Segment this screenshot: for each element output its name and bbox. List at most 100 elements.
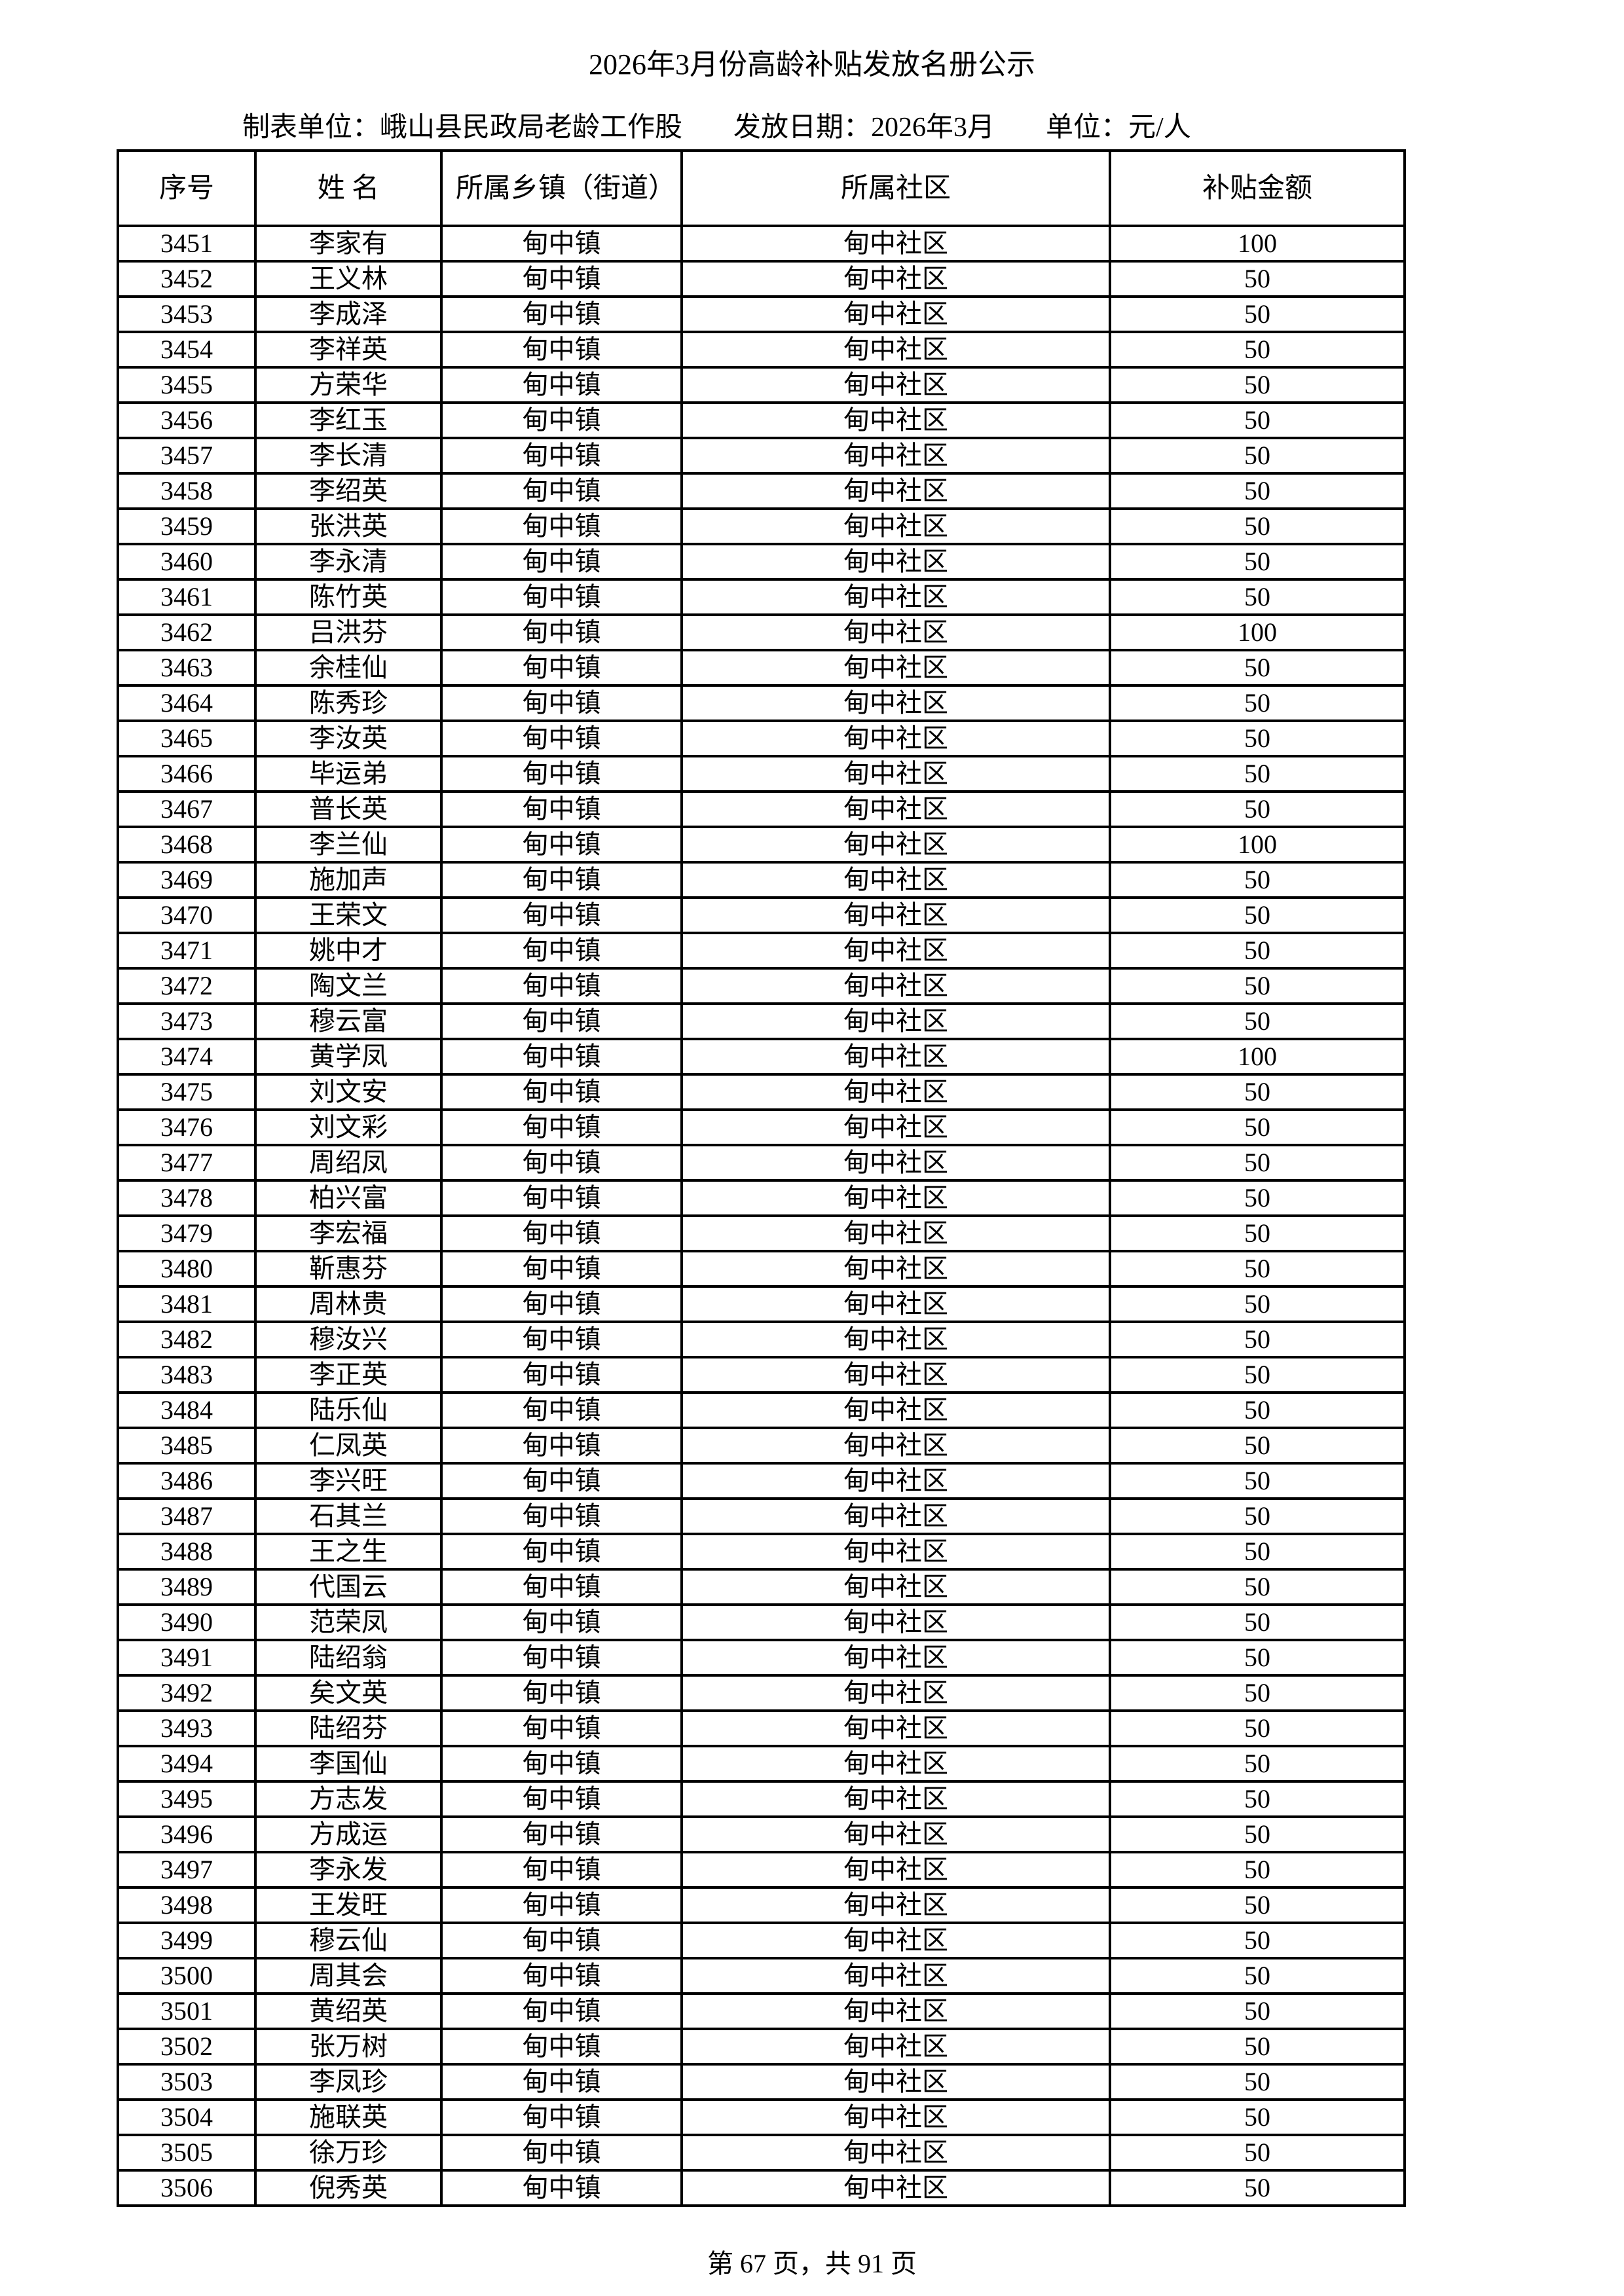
amount-cell: 50 bbox=[1109, 1002, 1406, 1040]
table-row: 3481 周林贵 甸中镇 甸中社区 50 bbox=[117, 1285, 1406, 1323]
town-cell: 甸中镇 bbox=[440, 578, 683, 616]
name-cell: 李红玉 bbox=[254, 401, 443, 439]
serial-cell: 3496 bbox=[117, 1815, 257, 1853]
name-cell: 方荣华 bbox=[254, 366, 443, 404]
name-cell: 王发旺 bbox=[254, 1886, 443, 1924]
town-cell: 甸中镇 bbox=[440, 1780, 683, 1818]
name-cell: 张万树 bbox=[254, 2028, 443, 2066]
town-cell: 甸中镇 bbox=[440, 543, 683, 581]
name-cell: 姚中才 bbox=[254, 932, 443, 970]
town-cell: 甸中镇 bbox=[440, 331, 683, 369]
town-cell: 甸中镇 bbox=[440, 896, 683, 934]
table-row: 3469 施加声 甸中镇 甸中社区 50 bbox=[117, 861, 1406, 899]
serial-cell: 3498 bbox=[117, 1886, 257, 1924]
name-cell: 周林贵 bbox=[254, 1285, 443, 1323]
name-cell: 施加声 bbox=[254, 861, 443, 899]
amount-cell: 50 bbox=[1109, 366, 1406, 404]
issuing-unit: 制表单位：峨山县民政局老龄工作股 bbox=[242, 113, 683, 143]
town-cell: 甸中镇 bbox=[440, 790, 683, 828]
community-cell: 甸中社区 bbox=[680, 2169, 1111, 2207]
community-cell: 甸中社区 bbox=[680, 1851, 1111, 1889]
community-cell: 甸中社区 bbox=[680, 472, 1111, 510]
community-cell: 甸中社区 bbox=[680, 861, 1111, 899]
page-number: 第 67 页，共 91 页 bbox=[707, 2249, 917, 2278]
amount-cell: 50 bbox=[1109, 1957, 1406, 1995]
amount-cell: 50 bbox=[1109, 720, 1406, 757]
serial-cell: 3472 bbox=[117, 967, 257, 1005]
town-cell: 甸中镇 bbox=[440, 2098, 683, 2136]
community-cell: 甸中社区 bbox=[680, 2063, 1111, 2101]
document-subtitle: 制表单位：峨山县民政局老龄工作股 发放日期：2026年3月 单位：元/人 bbox=[242, 105, 1242, 145]
name-cell: 矣文英 bbox=[254, 1674, 443, 1712]
community-cell: 甸中社区 bbox=[680, 2028, 1111, 2066]
amount-cell: 50 bbox=[1109, 1639, 1406, 1677]
community-cell: 甸中社区 bbox=[680, 437, 1111, 475]
amount-cell: 100 bbox=[1109, 225, 1406, 263]
town-cell: 甸中镇 bbox=[440, 1568, 683, 1606]
table-row: 3473 穆云富 甸中镇 甸中社区 50 bbox=[117, 1002, 1406, 1040]
name-cell: 柏兴富 bbox=[254, 1179, 443, 1217]
serial-cell: 3454 bbox=[117, 331, 257, 369]
community-cell: 甸中社区 bbox=[680, 613, 1111, 651]
name-cell: 李永清 bbox=[254, 543, 443, 581]
amount-cell: 100 bbox=[1109, 826, 1406, 864]
name-cell: 刘文安 bbox=[254, 1073, 443, 1111]
table-row: 3461 陈竹英 甸中镇 甸中社区 50 bbox=[117, 578, 1406, 616]
town-cell: 甸中镇 bbox=[440, 1356, 683, 1394]
table-row: 3492 矣文英 甸中镇 甸中社区 50 bbox=[117, 1674, 1406, 1712]
community-cell: 甸中社区 bbox=[680, 295, 1111, 333]
document-title: 2026年3月份高龄补贴发放名册公示 bbox=[589, 48, 1035, 81]
serial-cell: 3462 bbox=[117, 613, 257, 651]
table-row: 3495 方志发 甸中镇 甸中社区 50 bbox=[117, 1780, 1406, 1818]
table-row: 3505 徐万珍 甸中镇 甸中社区 50 bbox=[117, 2134, 1406, 2172]
name-cell: 王义林 bbox=[254, 260, 443, 298]
community-cell: 甸中社区 bbox=[680, 1674, 1111, 1712]
serial-cell: 3502 bbox=[117, 2028, 257, 2066]
table-row: 3462 吕洪芬 甸中镇 甸中社区 100 bbox=[117, 613, 1406, 651]
table-row: 3504 施联英 甸中镇 甸中社区 50 bbox=[117, 2098, 1406, 2136]
header-serial: 序号 bbox=[117, 149, 257, 227]
name-cell: 陈竹英 bbox=[254, 578, 443, 616]
table-row: 3478 柏兴富 甸中镇 甸中社区 50 bbox=[117, 1179, 1406, 1217]
amount-cell: 50 bbox=[1109, 649, 1406, 687]
amount-cell: 50 bbox=[1109, 755, 1406, 793]
amount-cell: 50 bbox=[1109, 1391, 1406, 1429]
serial-cell: 3466 bbox=[117, 755, 257, 793]
community-cell: 甸中社区 bbox=[680, 1002, 1111, 1040]
town-cell: 甸中镇 bbox=[440, 1285, 683, 1323]
name-cell: 陶文兰 bbox=[254, 967, 443, 1005]
header-community: 所属社区 bbox=[680, 149, 1111, 227]
town-cell: 甸中镇 bbox=[440, 1073, 683, 1111]
town-cell: 甸中镇 bbox=[440, 1427, 683, 1465]
name-cell: 仁凤英 bbox=[254, 1427, 443, 1465]
table-row: 3491 陆绍翁 甸中镇 甸中社区 50 bbox=[117, 1639, 1406, 1677]
issue-date: 发放日期：2026年3月 bbox=[733, 113, 995, 143]
town-cell: 甸中镇 bbox=[440, 1851, 683, 1889]
amount-cell: 50 bbox=[1109, 1992, 1406, 2030]
serial-cell: 3493 bbox=[117, 1709, 257, 1747]
amount-cell: 50 bbox=[1109, 401, 1406, 439]
table-row: 3500 周其会 甸中镇 甸中社区 50 bbox=[117, 1957, 1406, 1995]
serial-cell: 3461 bbox=[117, 578, 257, 616]
serial-cell: 3452 bbox=[117, 260, 257, 298]
table-row: 3471 姚中才 甸中镇 甸中社区 50 bbox=[117, 932, 1406, 970]
name-cell: 李宏福 bbox=[254, 1214, 443, 1252]
town-cell: 甸中镇 bbox=[440, 2134, 683, 2172]
table-row: 3454 李祥英 甸中镇 甸中社区 50 bbox=[117, 331, 1406, 369]
table-row: 3485 仁凤英 甸中镇 甸中社区 50 bbox=[117, 1427, 1406, 1465]
amount-cell: 50 bbox=[1109, 1497, 1406, 1535]
amount-cell: 50 bbox=[1109, 896, 1406, 934]
community-cell: 甸中社区 bbox=[680, 1214, 1111, 1252]
serial-cell: 3495 bbox=[117, 1780, 257, 1818]
community-cell: 甸中社区 bbox=[680, 896, 1111, 934]
name-cell: 穆云富 bbox=[254, 1002, 443, 1040]
community-cell: 甸中社区 bbox=[680, 1992, 1111, 2030]
town-cell: 甸中镇 bbox=[440, 472, 683, 510]
community-cell: 甸中社区 bbox=[680, 967, 1111, 1005]
name-cell: 李凤珍 bbox=[254, 2063, 443, 2101]
community-cell: 甸中社区 bbox=[680, 1462, 1111, 1500]
amount-cell: 50 bbox=[1109, 1886, 1406, 1924]
amount-cell: 50 bbox=[1109, 1780, 1406, 1818]
serial-cell: 3481 bbox=[117, 1285, 257, 1323]
community-cell: 甸中社区 bbox=[680, 1497, 1111, 1535]
